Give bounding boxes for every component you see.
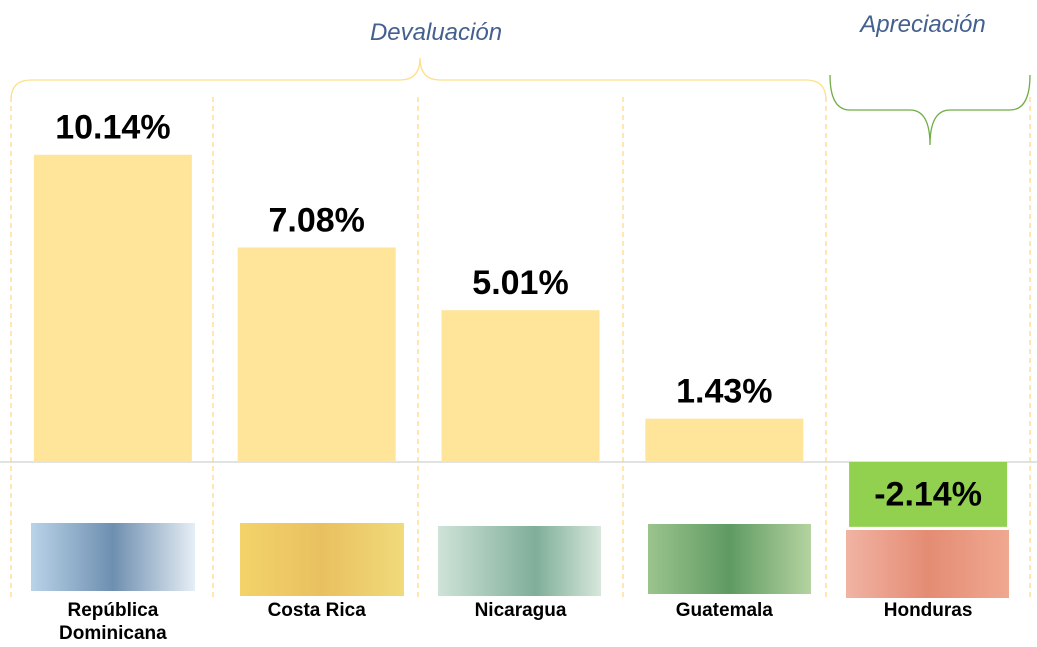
bar	[238, 247, 396, 462]
category-label: Costa Rica	[222, 599, 412, 622]
category-label: Honduras	[833, 599, 1023, 622]
value-label: 10.14%	[55, 109, 170, 147]
value-label: 5.01%	[472, 264, 568, 302]
bar	[34, 155, 192, 462]
brace-apreciacion	[830, 75, 1030, 145]
banknote	[240, 523, 404, 596]
value-label: 1.43%	[676, 373, 772, 411]
category-label: República Dominicana	[43, 599, 183, 645]
chart: Devaluación Apreciación 10.14% 7.08% 5.01%…	[0, 0, 1037, 647]
bar	[442, 310, 600, 462]
banknote	[648, 524, 811, 594]
banknote	[438, 526, 601, 596]
value-label: -2.14%	[874, 475, 982, 513]
bar	[645, 419, 803, 462]
annotation: Devaluación	[370, 19, 502, 46]
banknotes	[31, 523, 1009, 598]
banknote	[31, 523, 195, 591]
annotation: Apreciación	[858, 11, 985, 38]
value-label: 7.08%	[268, 201, 364, 239]
category-label: Nicaragua	[426, 599, 616, 622]
chart-svg: Devaluación Apreciación 10.14% 7.08% 5.01%…	[0, 0, 1037, 647]
brace-devaluacion	[11, 58, 826, 100]
banknote	[846, 530, 1009, 598]
category-label: Guatemala	[629, 599, 819, 622]
